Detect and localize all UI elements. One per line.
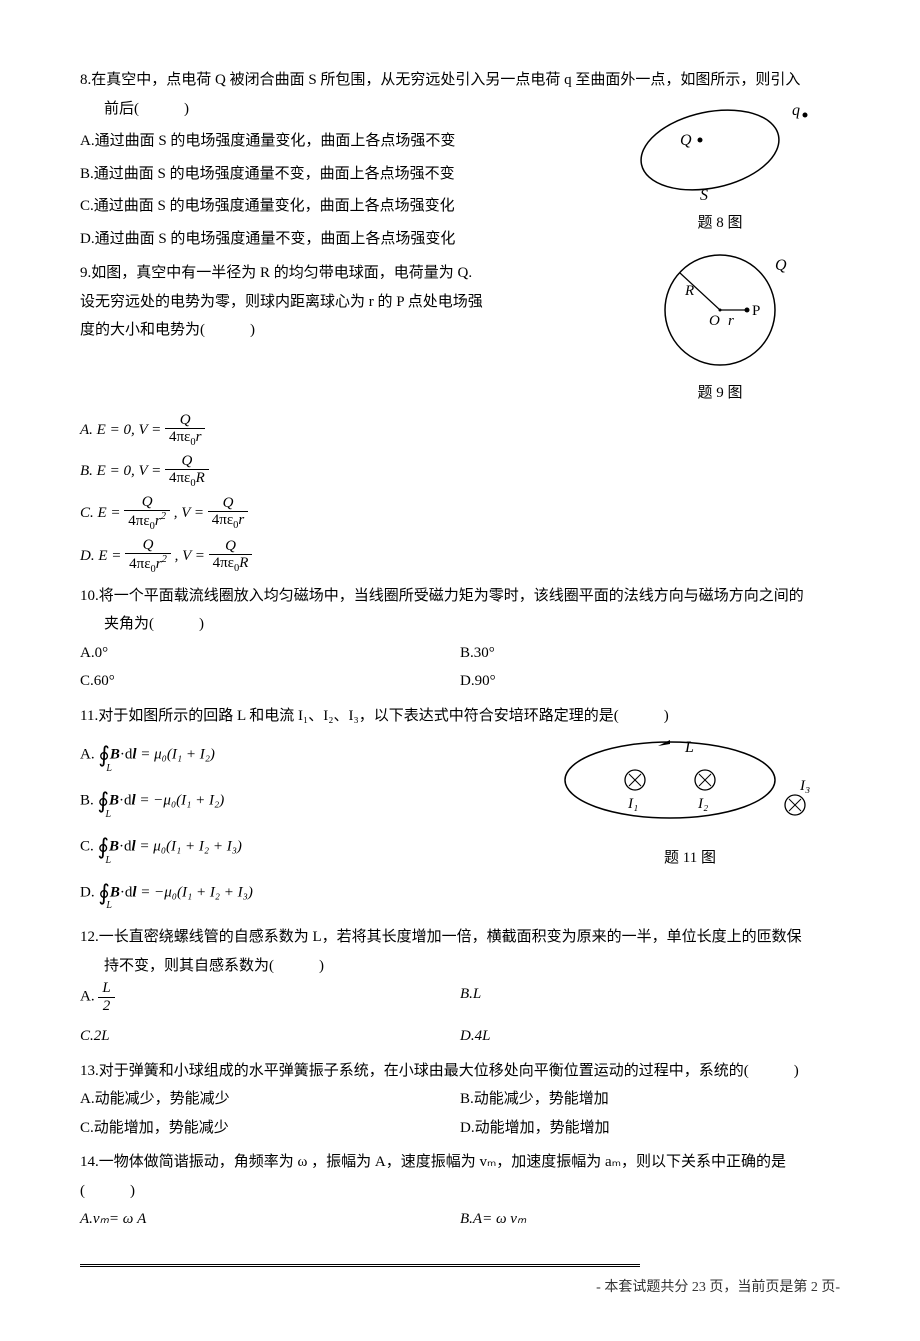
q12-opt-d: D.4L (460, 1022, 840, 1051)
q9-opt-d: D. E = Q4πε0r2 , V = Q4πε0R (80, 537, 840, 576)
q8-opt-b: B.通过曲面 S 的电场强度通量不变，曲面上各点场强不变 (80, 160, 600, 189)
svg-text:Q: Q (775, 257, 787, 274)
q13-opt-b: B.动能减少，势能增加 (460, 1085, 840, 1114)
q8-stem: 8.在真空中，点电荷 Q 被闭合曲面 S 所包围，从无穷远处引入另一点电荷 q … (80, 66, 840, 95)
q8-stem2: 前后( ) (80, 95, 600, 124)
question-13: 13.对于弹簧和小球组成的水平弹簧振子系统，在小球由最大位移处向平衡位置运动的过… (80, 1057, 840, 1143)
q9-figure: R O r P Q (635, 245, 805, 375)
q14-stem: 14.一物体做简谐振动，角频率为 ω ，振幅为 A，速度振幅为 vₘ，加速度振幅… (80, 1148, 840, 1205)
q11-opt-c: C. ∮LB·dl = μ₀(I₁ + I₂ + I₃) (80, 826, 540, 868)
footer-divider (80, 1264, 640, 1267)
q8-figure: Q q S (620, 95, 820, 205)
q9-stem2: 设无穷远处的电势为零，则球内距离球心为 r 的 P 点处电场强 (80, 288, 600, 317)
page-footer: - 本套试题共分 23 页，当前页是第 2 页- (80, 1275, 840, 1302)
q11-opt-d: D. ∮LB·dl = −μ₀(I₁ + I₂ + I₃) (80, 872, 540, 914)
question-10: 10.将一个平面载流线圈放入均匀磁场中，当线圈所受磁力矩为零时，该线圈平面的法线… (80, 582, 840, 696)
q10-stem: 10.将一个平面载流线圈放入均匀磁场中，当线圈所受磁力矩为零时，该线圈平面的法线… (80, 582, 840, 611)
svg-text:q: q (792, 102, 800, 119)
svg-text:L: L (684, 739, 694, 756)
q10-opt-d: D.90° (460, 667, 840, 696)
question-9-options: A. E = 0, V = Q4πε0r B. E = 0, V = Q4πε0… (80, 412, 840, 576)
q14-opt-a: A.vₘ= ω A (80, 1205, 460, 1234)
svg-text:O: O (709, 313, 720, 329)
q9-stem3: 度的大小和电势为( ) (80, 316, 600, 345)
q11-figure: L I₁ I₂ I₃ (550, 730, 830, 840)
q8-opt-d: D.通过曲面 S 的电场强度通量不变，曲面上各点场强变化 (80, 225, 600, 254)
q13-stem: 13.对于弹簧和小球组成的水平弹簧振子系统，在小球由最大位移处向平衡位置运动的过… (80, 1057, 840, 1086)
question-14: 14.一物体做简谐振动，角频率为 ω ，振幅为 A，速度振幅为 vₘ，加速度振幅… (80, 1148, 840, 1234)
question-11: 11.对于如图所示的回路 L 和电流 I₁、I₂、I₃，以下表达式中符合安培环路… (80, 702, 840, 918)
q11-caption: 题 11 图 (664, 844, 716, 873)
question-9-stem: 9.如图，真空中有一半径为 R 的均匀带电球面，电荷量为 Q. 设无穷远处的电势… (80, 259, 600, 345)
svg-text:r: r (728, 313, 734, 329)
q13-opt-d: D.动能增加，势能增加 (460, 1114, 840, 1143)
question-12: 12.一长直密绕螺线管的自感系数为 L，若将其长度增加一倍，横截面积变为原来的一… (80, 923, 840, 1051)
q10-stem2: 夹角为( ) (80, 610, 840, 639)
q9-opt-a: A. E = 0, V = Q4πε0r (80, 412, 840, 449)
q10-opt-a: A.0° (80, 639, 460, 668)
q12-stem2: 持不变，则其自感系数为( ) (80, 952, 840, 981)
q12-opt-c: C.2L (80, 1022, 460, 1051)
q12-opt-b: B.L (460, 980, 840, 1014)
q13-opt-c: C.动能增加，势能减少 (80, 1114, 460, 1143)
svg-text:I₁: I₁ (627, 796, 638, 812)
q9-stem1: 9.如图，真空中有一半径为 R 的均匀带电球面，电荷量为 Q. (80, 259, 600, 288)
q13-opt-a: A.动能减少，势能减少 (80, 1085, 460, 1114)
svg-text:P: P (752, 303, 760, 319)
q11-opt-a: A. ∮LB·dl = μ₀(I₁ + I₂) (80, 734, 540, 776)
q10-opt-c: C.60° (80, 667, 460, 696)
question-8: 8.在真空中，点电荷 Q 被闭合曲面 S 所包围，从无穷远处引入另一点电荷 q … (80, 66, 840, 408)
svg-text:I₂: I₂ (697, 796, 708, 812)
q11-stem: 11.对于如图所示的回路 L 和电流 I₁、I₂、I₃，以下表达式中符合安培环路… (80, 702, 840, 731)
q8-caption: 题 8 图 (697, 209, 742, 238)
q9-opt-b: B. E = 0, V = Q4πε0R (80, 453, 840, 490)
q12-opt-a: A. L2 (80, 980, 460, 1014)
svg-text:Q: Q (680, 132, 692, 149)
q12-stem: 12.一长直密绕螺线管的自感系数为 L，若将其长度增加一倍，横截面积变为原来的一… (80, 923, 840, 952)
q9-opt-c: C. E = Q4πε0r2 , V = Q4πε0r (80, 494, 840, 533)
svg-text:S: S (700, 187, 708, 204)
q8-opt-c: C.通过曲面 S 的电场强度通量变化，曲面上各点场强变化 (80, 192, 600, 221)
q8-opt-a: A.通过曲面 S 的电场强度通量变化，曲面上各点场强不变 (80, 127, 600, 156)
q10-opt-b: B.30° (460, 639, 840, 668)
svg-text:R: R (684, 283, 694, 299)
q11-opt-b: B. ∮LB·dl = −μ₀(I₁ + I₂) (80, 780, 540, 822)
q14-opt-b: B.A= ω vₘ (460, 1205, 840, 1234)
svg-text:I₃: I₃ (799, 778, 810, 794)
q9-caption: 题 9 图 (697, 379, 742, 408)
